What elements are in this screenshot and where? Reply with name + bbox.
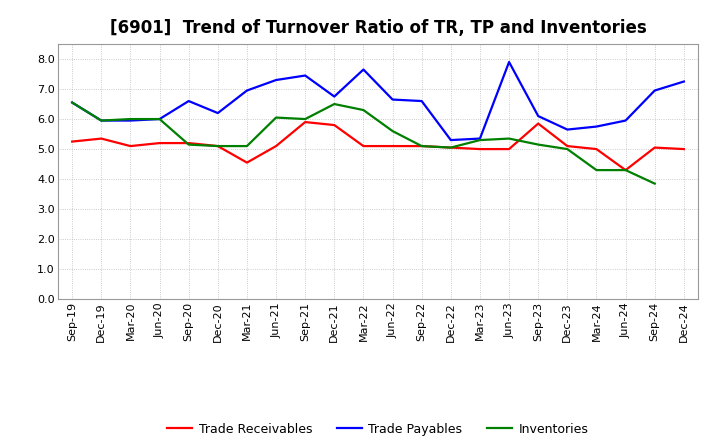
Trade Receivables xyxy=(680,147,688,152)
Trade Payables xyxy=(650,88,659,93)
Trade Payables xyxy=(126,118,135,123)
Trade Receivables xyxy=(330,122,338,128)
Trade Receivables xyxy=(97,136,106,141)
Trade Payables xyxy=(505,59,513,65)
Inventories xyxy=(418,143,426,149)
Inventories xyxy=(126,117,135,122)
Inventories xyxy=(534,142,543,147)
Trade Receivables xyxy=(126,143,135,149)
Trade Receivables xyxy=(243,160,251,165)
Trade Payables xyxy=(534,114,543,119)
Line: Trade Payables: Trade Payables xyxy=(72,62,684,140)
Trade Payables xyxy=(301,73,310,78)
Trade Receivables xyxy=(184,140,193,146)
Inventories xyxy=(476,137,485,143)
Inventories xyxy=(271,115,280,120)
Line: Trade Receivables: Trade Receivables xyxy=(72,122,684,170)
Trade Receivables xyxy=(271,143,280,149)
Trade Receivables xyxy=(388,143,397,149)
Trade Payables xyxy=(330,94,338,99)
Trade Payables xyxy=(592,124,600,129)
Inventories xyxy=(301,117,310,122)
Trade Receivables xyxy=(68,139,76,144)
Trade Receivables xyxy=(563,143,572,149)
Inventories xyxy=(592,168,600,173)
Trade Receivables xyxy=(446,145,455,150)
Title: [6901]  Trend of Turnover Ratio of TR, TP and Inventories: [6901] Trend of Turnover Ratio of TR, TP… xyxy=(109,19,647,37)
Inventories xyxy=(213,143,222,149)
Inventories xyxy=(563,147,572,152)
Inventories xyxy=(505,136,513,141)
Trade Receivables xyxy=(359,143,368,149)
Inventories xyxy=(184,142,193,147)
Trade Payables xyxy=(271,77,280,83)
Trade Receivables xyxy=(505,147,513,152)
Trade Payables xyxy=(418,99,426,104)
Trade Payables xyxy=(680,79,688,84)
Trade Receivables xyxy=(592,147,600,152)
Trade Payables xyxy=(156,117,164,122)
Trade Payables xyxy=(243,88,251,93)
Inventories xyxy=(243,143,251,149)
Trade Receivables xyxy=(156,140,164,146)
Trade Payables xyxy=(388,97,397,102)
Line: Inventories: Inventories xyxy=(72,103,654,183)
Inventories xyxy=(388,128,397,134)
Trade Receivables xyxy=(650,145,659,150)
Inventories xyxy=(621,168,630,173)
Legend: Trade Receivables, Trade Payables, Inventories: Trade Receivables, Trade Payables, Inven… xyxy=(163,418,593,440)
Trade Payables xyxy=(563,127,572,132)
Inventories xyxy=(156,117,164,122)
Trade Payables xyxy=(97,118,106,123)
Inventories xyxy=(68,100,76,105)
Trade Payables xyxy=(359,67,368,72)
Inventories xyxy=(650,181,659,186)
Trade Receivables xyxy=(476,147,485,152)
Inventories xyxy=(330,101,338,106)
Trade Receivables xyxy=(621,168,630,173)
Trade Payables xyxy=(213,110,222,116)
Trade Payables xyxy=(184,99,193,104)
Trade Payables xyxy=(446,137,455,143)
Trade Receivables xyxy=(534,121,543,126)
Trade Receivables xyxy=(301,119,310,125)
Trade Receivables xyxy=(418,143,426,149)
Inventories xyxy=(359,107,368,113)
Trade Payables xyxy=(68,100,76,105)
Trade Payables xyxy=(476,136,485,141)
Inventories xyxy=(446,145,455,150)
Trade Payables xyxy=(621,118,630,123)
Trade Receivables xyxy=(213,143,222,149)
Inventories xyxy=(97,118,106,123)
